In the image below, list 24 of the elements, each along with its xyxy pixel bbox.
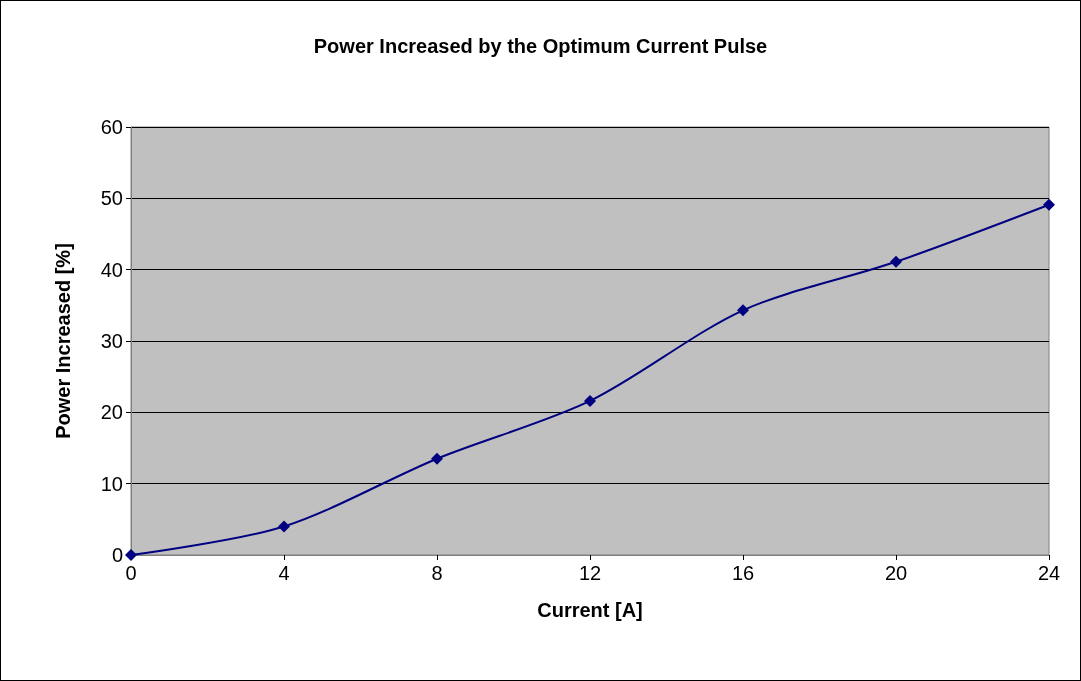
y-tick-label: 20 bbox=[100, 401, 123, 424]
x-axis-title: Current [A] bbox=[537, 599, 643, 621]
y-tick-label: 30 bbox=[100, 330, 123, 352]
y-tick-label: 50 bbox=[100, 187, 123, 210]
x-tick-label: 16 bbox=[731, 562, 755, 584]
y-axis-title: Power Increased [%] bbox=[52, 243, 74, 439]
x-tick-label: 0 bbox=[125, 562, 137, 584]
point bbox=[890, 255, 902, 268]
x-tick-label: 4 bbox=[278, 562, 290, 584]
y-tick-label: 0 bbox=[111, 544, 123, 566]
point bbox=[431, 452, 443, 465]
point bbox=[584, 394, 596, 407]
x-tick-label: 24 bbox=[1037, 562, 1061, 584]
chart-title: Power Increased by the Optimum Current Pulse bbox=[313, 35, 768, 57]
y-tick-label: 60 bbox=[100, 116, 123, 138]
x-tick-label: 20 bbox=[884, 562, 908, 584]
y-tick-label: 10 bbox=[100, 472, 123, 495]
x-tick-label: 8 bbox=[431, 562, 443, 584]
y-tick-label: 40 bbox=[100, 258, 123, 281]
point bbox=[1043, 198, 1055, 211]
x-tick-label: 12 bbox=[578, 562, 602, 584]
point bbox=[278, 520, 290, 533]
point bbox=[125, 549, 137, 561]
point bbox=[737, 304, 749, 317]
